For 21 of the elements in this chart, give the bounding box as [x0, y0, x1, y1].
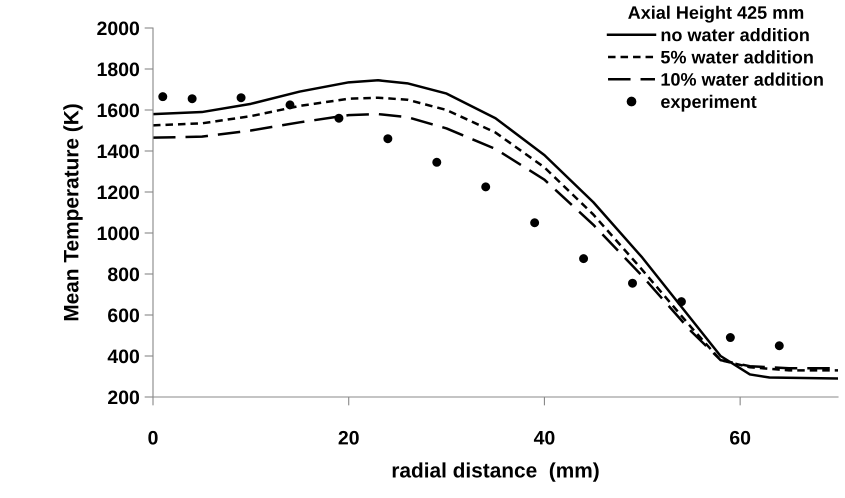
- legend-label: 10% water addition: [662, 72, 823, 86]
- y-tick-label: 1000: [98, 226, 140, 240]
- y-tick-label: 1800: [98, 62, 140, 76]
- x-tick-label: 0: [148, 430, 158, 445]
- legend-label: no water addition: [662, 28, 809, 42]
- y-tick-label: 400: [108, 349, 140, 364]
- y-tick-label: 200: [108, 390, 140, 404]
- y-axis-title: Mean Temperature (K): [63, 104, 83, 320]
- x-tick-label: 60: [730, 430, 750, 445]
- legend-label: 5% water addition: [660, 50, 813, 64]
- x-tick-label: 20: [338, 430, 359, 445]
- x-tick-label: 40: [534, 430, 554, 445]
- y-tick-label: 1400: [98, 144, 140, 158]
- y-tick-label: 600: [108, 308, 140, 322]
- y-tick-label: 1600: [98, 103, 140, 118]
- legend-title: Axial Height 425 mm: [628, 6, 804, 23]
- legend-label: experiment: [661, 94, 757, 112]
- y-tick-label: 1200: [98, 185, 140, 200]
- y-tick-label: 2000: [97, 21, 140, 36]
- x-axis-title: radial distance (mm): [392, 462, 599, 482]
- y-tick-label: 800: [108, 267, 140, 282]
